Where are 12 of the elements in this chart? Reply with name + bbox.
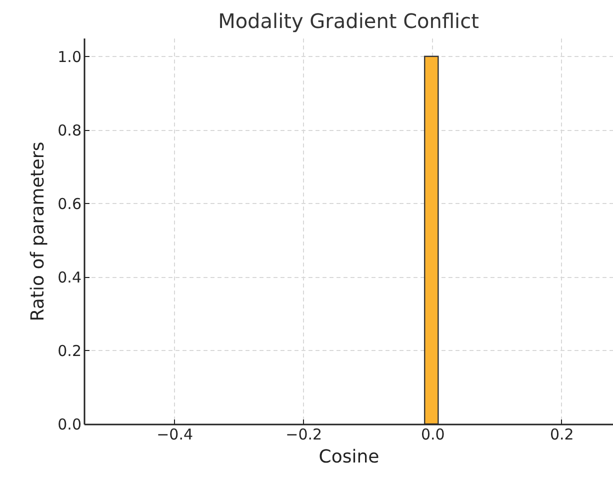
x-tick-label: −0.4 (156, 426, 194, 444)
chart-title: Modality Gradient Conflict (218, 9, 480, 33)
y-tick-label: 0.2 (58, 342, 82, 360)
x-tick-label: 0.2 (550, 426, 574, 444)
x-tick-label: −0.2 (286, 426, 322, 444)
x-axis-title: Cosine (318, 446, 380, 468)
y-axis-title: Ratio of parameters (28, 142, 49, 322)
x-tick-label: 0.0 (420, 426, 445, 444)
y-tick-label: 0.4 (58, 268, 82, 286)
y-tick-label: 0.8 (58, 121, 82, 140)
y-tick-label: 0.6 (58, 194, 82, 213)
y-tick-label: 1.0 (58, 48, 82, 66)
